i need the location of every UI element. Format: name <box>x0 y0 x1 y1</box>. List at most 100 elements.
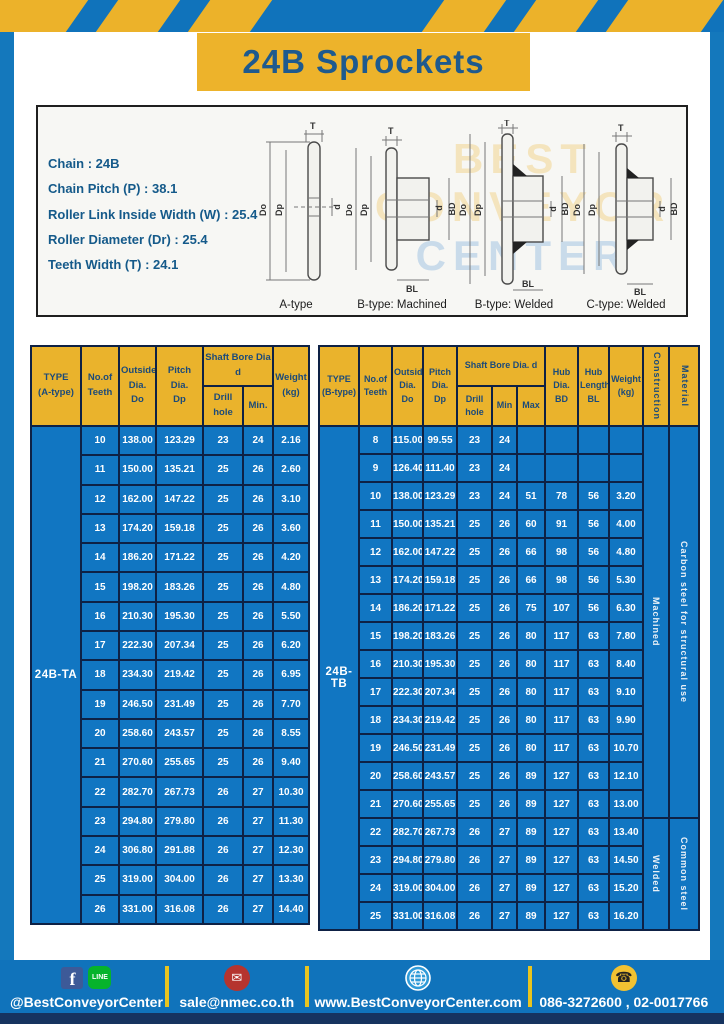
data-cell: 127 <box>544 761 580 791</box>
data-cell: 195.30 <box>155 600 204 632</box>
table-row: 11 150.00 135.21 25 26 2.60 <box>31 454 310 486</box>
data-cell: 99.55 <box>422 425 458 455</box>
data-cell: 231.49 <box>155 688 204 720</box>
data-cell: 162.00 <box>391 537 424 567</box>
data-cell: 13.00 <box>608 789 645 819</box>
data-cell: 150.00 <box>118 454 157 486</box>
data-cell <box>608 453 645 483</box>
data-cell: 304.00 <box>422 873 458 903</box>
data-cell: 16.20 <box>608 901 645 931</box>
data-cell: 24 <box>80 834 120 867</box>
data-cell: 198.20 <box>391 621 424 651</box>
data-cell: 183.26 <box>422 621 458 651</box>
a-type-diagram: T Do Dp d A-type <box>246 113 346 311</box>
table-row: 21 270.60 255.65 25 26 9.40 <box>31 747 310 779</box>
globe-icon <box>405 964 431 991</box>
data-cell <box>577 453 611 483</box>
data-cell: 26 <box>491 705 518 735</box>
type-cell: 24B-TA <box>30 425 82 925</box>
data-cell: 186.20 <box>118 542 157 574</box>
data-cell: 27 <box>491 817 518 847</box>
data-cell: 19 <box>358 733 393 763</box>
dim-label-d: d <box>332 204 342 210</box>
data-cell: 89 <box>515 873 547 903</box>
data-cell: 291.88 <box>155 834 204 867</box>
data-cell: 26 <box>491 677 518 707</box>
table-row: 25 319.00 304.00 26 27 13.30 <box>31 864 310 896</box>
data-cell <box>577 425 611 455</box>
data-cell: 306.80 <box>118 834 157 867</box>
data-cell: 270.60 <box>391 789 424 819</box>
dim-label-bd: BD <box>447 202 457 215</box>
data-cell: 27 <box>242 893 274 925</box>
data-cell: 27 <box>491 901 518 931</box>
col-header-type: TYPE (B-type) <box>318 345 360 427</box>
data-cell: 63 <box>577 817 611 847</box>
material-cell: Carbon steel for structural use <box>668 425 701 819</box>
data-cell: 89 <box>515 789 547 819</box>
spec-line: Chain Pitch (P) : 38.1 <box>48 181 178 197</box>
a-type-table: TYPE (A-type) No.of Teeth Outside Dia. D… <box>30 345 310 925</box>
footer-divider <box>527 966 532 1007</box>
col-header-outside: Outside Dia. Do <box>391 345 424 427</box>
data-cell: 66 <box>515 537 547 567</box>
data-cell: 26 <box>202 776 244 808</box>
data-cell: 25 <box>202 512 244 545</box>
col-header-max: Max <box>515 385 547 427</box>
phone-icon: ☎ <box>610 964 637 991</box>
data-cell: 10.70 <box>608 733 645 763</box>
spec-line: Roller Link Inside Width (W) : 25.4 <box>48 206 258 222</box>
data-cell: 26 <box>242 571 274 603</box>
diagram-caption: C-type: Welded <box>586 299 666 311</box>
data-cell: 15 <box>80 571 120 603</box>
data-cell: 25 <box>202 717 244 750</box>
table-row: 15 198.20 183.26 25 26 80 117 63 7.80 <box>319 621 699 651</box>
data-cell: 6.95 <box>272 659 310 691</box>
data-cell: 89 <box>515 845 547 875</box>
data-cell: 26 <box>456 845 493 875</box>
footer-divider <box>304 966 309 1007</box>
table-row: 20 258.60 243.57 25 26 89 127 63 12.10 <box>319 761 699 791</box>
data-cell: 56 <box>577 509 611 539</box>
table-row: 22 282.70 267.73 26 27 89 127 63 13.40 Welded Comm… <box>319 817 701 931</box>
data-cell: 246.50 <box>118 688 157 720</box>
top-stripe-bar <box>0 0 724 32</box>
data-cell: 80 <box>515 677 547 707</box>
material-cell: Common steel <box>668 817 701 931</box>
dim-label-t: T <box>504 120 510 128</box>
data-cell: 91 <box>544 509 580 539</box>
data-cell: 279.80 <box>422 845 458 875</box>
data-cell: 25 <box>456 565 493 595</box>
data-cell: 26 <box>456 901 493 931</box>
data-cell: 17 <box>80 629 120 662</box>
data-cell: 89 <box>515 817 547 847</box>
data-cell: 243.57 <box>422 761 458 791</box>
data-cell: 14.50 <box>608 845 645 875</box>
data-cell: 171.22 <box>422 593 458 623</box>
data-cell: 207.34 <box>422 677 458 707</box>
data-cell: 127 <box>544 817 580 847</box>
data-cell: 127 <box>544 789 580 819</box>
table-row: 26 331.00 316.08 26 27 14.40 <box>31 893 310 925</box>
data-cell: 255.65 <box>155 747 204 779</box>
data-cell: 319.00 <box>391 873 424 903</box>
type-cell: 24B-TB <box>318 425 360 931</box>
table-row: 25 331.00 316.08 26 27 89 127 63 16.20 <box>319 901 699 931</box>
data-cell: 26 <box>491 509 518 539</box>
data-cell: 26 <box>456 873 493 903</box>
table-row: 24 319.00 304.00 26 27 89 127 63 15.20 <box>319 873 699 903</box>
data-cell: 21 <box>80 747 120 779</box>
table-row: 23 294.80 279.80 26 27 89 127 63 14.50 <box>319 845 699 875</box>
data-cell: 26 <box>491 649 518 679</box>
col-header-shaft: Shaft Bore Dia. d <box>455 345 547 387</box>
table-row: 21 270.60 255.65 25 26 89 127 63 13.00 <box>319 789 699 819</box>
data-cell: 9.90 <box>608 705 645 735</box>
facebook-contact: f LINE @BestConveyorCenter <box>10 963 163 1011</box>
data-cell: 23 <box>456 481 493 511</box>
col-header-weight: Weight (kg) <box>608 345 645 427</box>
dim-label-d: d <box>548 206 558 212</box>
table-row: 19 246.50 231.49 25 26 7.70 <box>31 688 310 720</box>
data-cell: 25 <box>202 747 244 779</box>
data-cell: 7.80 <box>608 621 645 651</box>
data-cell: 25 <box>456 789 493 819</box>
